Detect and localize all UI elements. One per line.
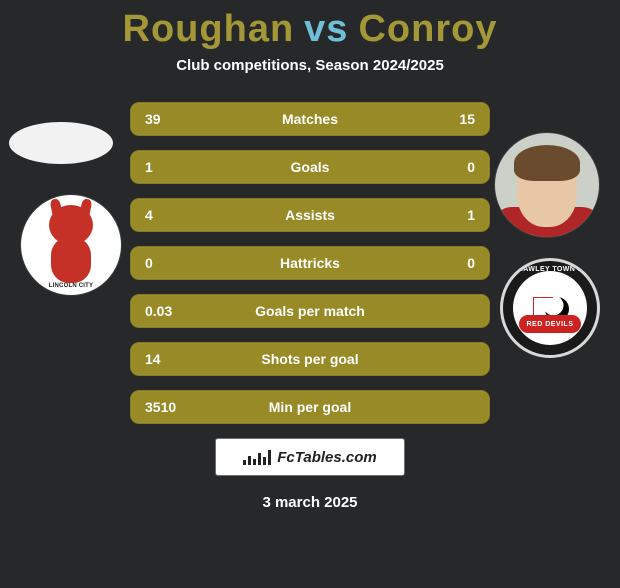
player2-name: Conroy [358,8,497,50]
stat-right-value: 1 [395,207,489,223]
stats-table: 39Matches151Goals04Assists10Hattricks00.… [130,102,490,424]
player1-name: Roughan [123,8,295,50]
player2-club-crest: CRAWLEY TOWN FC RED DEVILS [500,258,600,358]
comparison-title: RoughanvsConroy [0,8,620,51]
stat-row: 4Assists1 [130,198,490,232]
brand-text: FcTables.com [277,449,376,466]
stat-right-value: 0 [395,255,489,271]
stat-row: 1Goals0 [130,150,490,184]
stat-row: 14Shots per goal [130,342,490,376]
stat-left-value: 4 [131,207,225,223]
stat-row: 3510Min per goal [130,390,490,424]
subtitle: Club competitions, Season 2024/2025 [0,57,620,74]
stat-label: Hattricks [225,255,395,271]
stat-row: 39Matches15 [130,102,490,136]
stat-right-value: 0 [395,159,489,175]
brand-badge[interactable]: FcTables.com [215,438,405,476]
vs-label: vs [294,8,358,50]
stat-right-value: 15 [395,111,489,127]
stat-row: 0Hattricks0 [130,246,490,280]
player2-club-ribbon: RED DEVILS [519,315,581,333]
stat-label: Goals [225,159,395,175]
stat-label: Goals per match [225,303,395,319]
stat-left-value: 14 [131,351,225,367]
player2-avatar [494,132,600,238]
bar-chart-icon [243,449,271,465]
stat-label: Matches [225,111,395,127]
stat-left-value: 39 [131,111,225,127]
player1-avatar [9,122,113,164]
stat-label: Min per goal [225,399,395,415]
player1-club-name: LINCOLN CITY [21,283,121,289]
comparison-date: 3 march 2025 [0,494,620,511]
stat-label: Shots per goal [225,351,395,367]
stat-row: 0.03Goals per match [130,294,490,328]
stat-left-value: 3510 [131,399,225,415]
player2-hair [514,145,580,181]
stat-left-value: 1 [131,159,225,175]
stat-left-value: 0.03 [131,303,225,319]
stat-left-value: 0 [131,255,225,271]
stat-label: Assists [225,207,395,223]
player1-club-crest: LINCOLN CITY [20,194,122,296]
